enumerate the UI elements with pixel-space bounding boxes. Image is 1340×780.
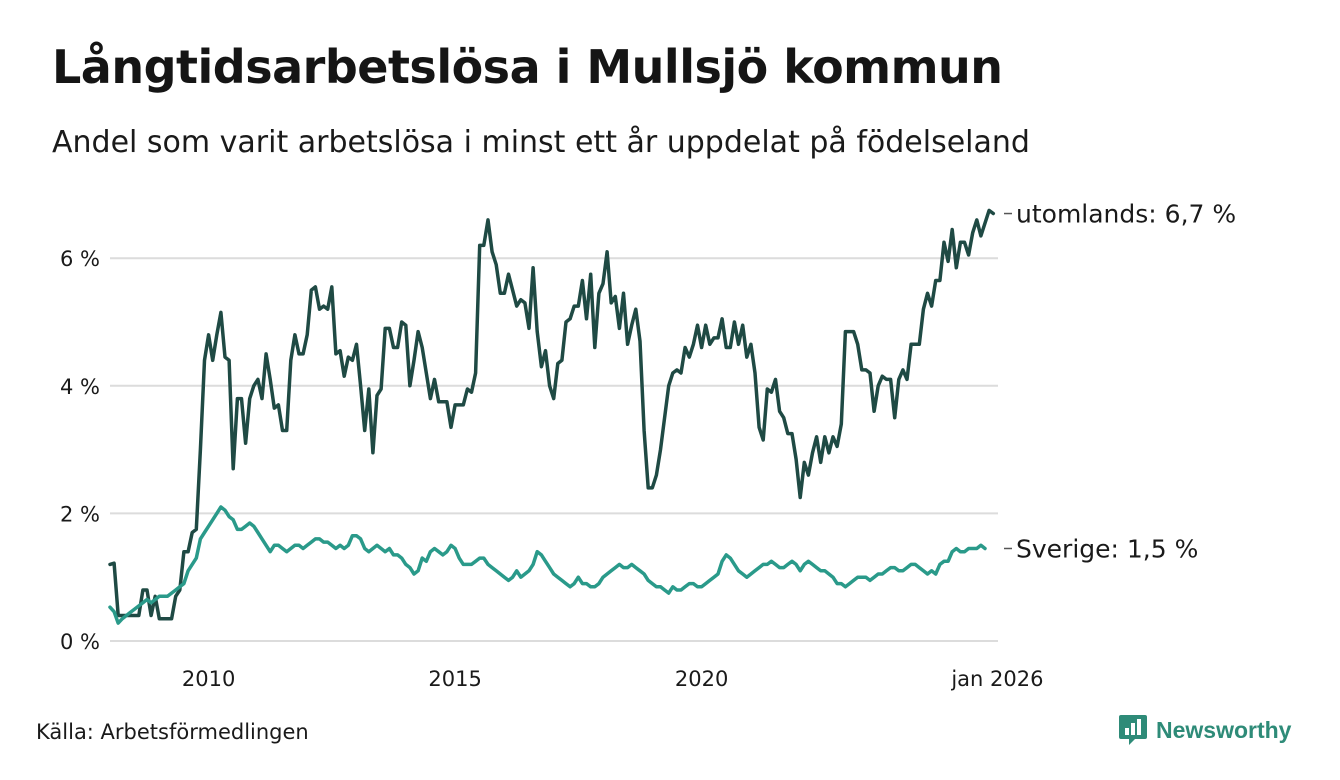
newsworthy-brand: Newsworthy — [1156, 716, 1292, 743]
gridlines — [110, 257, 998, 642]
chart-title: Långtidsarbetslösa i Mullsjö kommun — [52, 40, 1003, 94]
y-tick-label: 6 % — [60, 247, 100, 271]
source-note: Källa: Arbetsförmedlingen — [36, 720, 309, 744]
x-tick-label: 2020 — [675, 667, 728, 691]
series-line-utomlands — [108, 208, 996, 621]
x-tick-label: 2015 — [428, 667, 481, 691]
x-tick-label: jan 2026 — [950, 667, 1043, 691]
y-tick-label: 2 % — [60, 502, 100, 526]
series-label-utomlands: utomlands: 6,7 % — [1016, 200, 1236, 229]
x-axis-ticks: 2010 2015 2020 jan 2026 — [182, 667, 1044, 691]
newsworthy-logo-icon — [1119, 715, 1147, 745]
x-tick-label: 2010 — [182, 667, 235, 691]
series-end-labels: utomlands: 6,7 % Sverige: 1,5 % — [1004, 200, 1236, 563]
series-label-sverige: Sverige: 1,5 % — [1016, 534, 1198, 563]
y-tick-label: 4 % — [60, 375, 100, 399]
y-tick-label: 0 % — [60, 630, 100, 654]
series-lines — [108, 208, 996, 625]
newsworthy-logo: Newsworthy — [1118, 713, 1291, 747]
y-axis-ticks: 0 % 2 % 4 % 6 % — [60, 247, 100, 654]
chart-subtitle: Andel som varit arbetslösa i minst ett å… — [52, 125, 1030, 160]
series-line-sverige — [108, 505, 987, 625]
